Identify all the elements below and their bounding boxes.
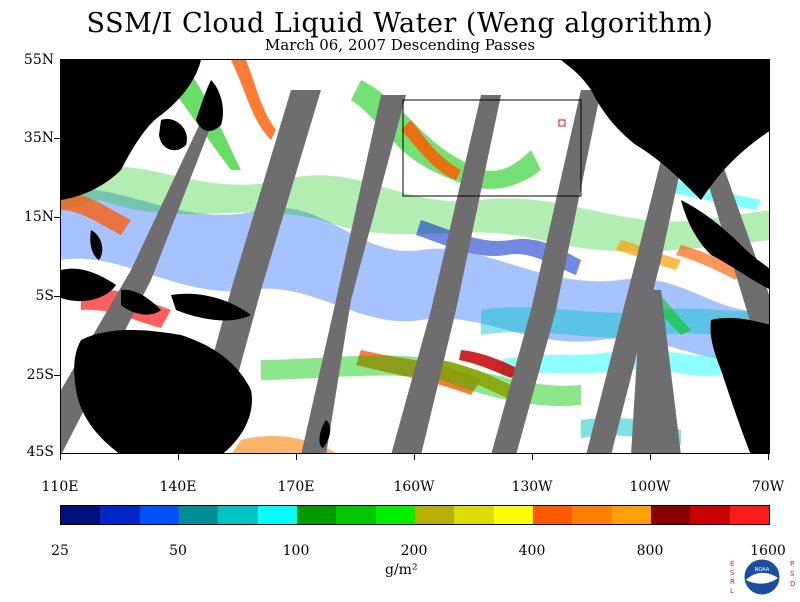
colorbar-swatch <box>532 506 573 524</box>
colorbar-swatch <box>454 506 494 524</box>
lon-tick <box>296 454 297 460</box>
colorbar-swatch <box>729 506 769 524</box>
colorbar-label: 1600 <box>750 543 786 559</box>
lon-label-70w: 70W <box>751 479 785 495</box>
colorbar-swatch <box>611 506 651 524</box>
lat-label-55n: 55N <box>23 52 54 68</box>
lon-tick <box>532 454 533 460</box>
lon-tick <box>178 454 179 460</box>
lat-label-45s: 45S <box>26 444 54 460</box>
lon-tick <box>414 454 415 460</box>
lat-tick <box>54 375 60 376</box>
land-masses <box>61 60 769 453</box>
colorbar-label: 200 <box>400 543 428 559</box>
colorbar <box>60 505 770 525</box>
svg-text:L: L <box>730 587 734 595</box>
svg-text:S: S <box>790 570 795 578</box>
colorbar-swatch <box>572 506 612 524</box>
lat-tick <box>54 296 60 297</box>
lat-label-5s: 5S <box>35 288 55 304</box>
colorbar-label: 50 <box>169 543 187 559</box>
colorbar-label: 400 <box>518 543 546 559</box>
lat-label-35n: 35N <box>23 130 54 146</box>
colorbar-swatch <box>100 506 140 524</box>
svg-text:R: R <box>730 578 735 586</box>
lat-label-15n: 15N <box>23 209 54 225</box>
colorbar-swatch <box>375 506 415 524</box>
svg-text:P: P <box>790 560 794 568</box>
units-label: g/m² <box>385 562 418 578</box>
logo-letter: E <box>730 560 734 568</box>
lon-label-110e: 110E <box>41 479 79 495</box>
svg-text:NOAA: NOAA <box>755 567 770 573</box>
colorbar-swatch <box>61 506 101 524</box>
lat-tick <box>54 138 60 139</box>
colorbar-swatch <box>650 506 691 524</box>
colorbar-swatch <box>296 506 337 524</box>
colorbar-swatch <box>139 506 179 524</box>
lon-label-130w: 130W <box>511 479 553 495</box>
lon-tick <box>768 454 769 460</box>
colorbar-label: 25 <box>51 543 69 559</box>
lon-label-160w: 160W <box>393 479 435 495</box>
inset-box <box>402 99 582 197</box>
lat-tick <box>54 217 60 218</box>
colorbar-swatch <box>493 506 533 524</box>
lon-tick <box>60 454 61 460</box>
colorbar-swatch <box>257 506 297 524</box>
map-title: SSM/I Cloud Liquid Water (Weng algorithm… <box>86 8 714 39</box>
lon-label-170e: 170E <box>277 479 315 495</box>
colorbar-swatch <box>414 506 455 524</box>
lon-label-100w: 100W <box>629 479 671 495</box>
svg-text:S: S <box>730 569 735 577</box>
lon-tick <box>650 454 651 460</box>
map-subtitle: March 06, 2007 Descending Passes <box>264 36 536 54</box>
noaa-logo: E S R L P S D NOAA <box>726 556 798 598</box>
colorbar-swatch <box>218 506 258 524</box>
lat-label-25s: 25S <box>26 367 54 383</box>
colorbar-label: 800 <box>636 543 664 559</box>
map-area <box>60 59 770 454</box>
colorbar-swatch <box>336 506 376 524</box>
colorbar-label: 100 <box>282 543 310 559</box>
map-canvas <box>61 60 769 453</box>
colorbar-swatch <box>178 506 219 524</box>
lon-label-140e: 140E <box>159 479 197 495</box>
colorbar-swatch <box>690 506 730 524</box>
marker-box <box>558 119 566 127</box>
svg-text:D: D <box>790 580 795 588</box>
